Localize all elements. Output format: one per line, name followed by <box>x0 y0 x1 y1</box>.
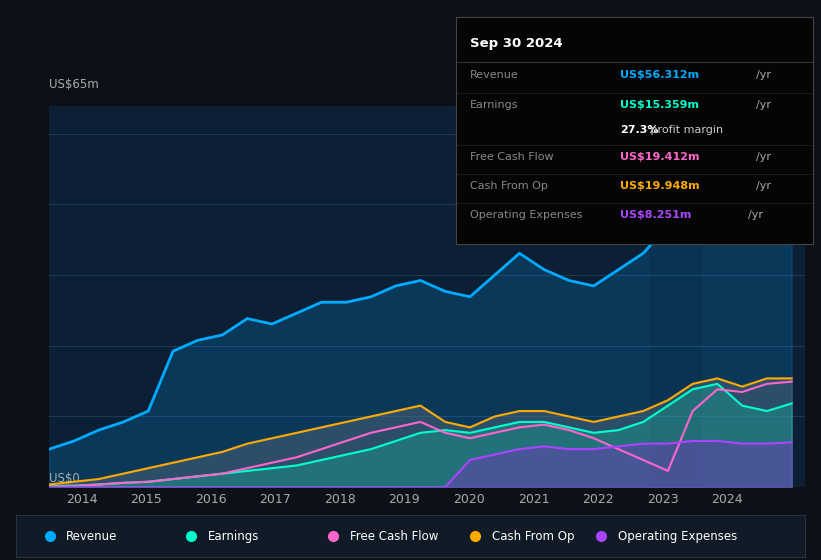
Text: US$8.251m: US$8.251m <box>620 210 691 220</box>
Text: US$0: US$0 <box>48 472 80 486</box>
Text: Operating Expenses: Operating Expenses <box>470 210 582 220</box>
Text: profit margin: profit margin <box>647 125 722 135</box>
Text: 27.3%: 27.3% <box>620 125 658 135</box>
Text: Cash From Op: Cash From Op <box>492 530 574 543</box>
Text: US$15.359m: US$15.359m <box>620 100 699 110</box>
Text: Free Cash Flow: Free Cash Flow <box>350 530 438 543</box>
Text: Earnings: Earnings <box>470 100 518 110</box>
Text: Revenue: Revenue <box>470 71 519 80</box>
Text: US$65m: US$65m <box>48 78 99 91</box>
Text: Cash From Op: Cash From Op <box>470 181 548 192</box>
Text: /yr: /yr <box>755 152 771 162</box>
Text: /yr: /yr <box>755 100 771 110</box>
Text: US$56.312m: US$56.312m <box>620 71 699 80</box>
Text: US$19.412m: US$19.412m <box>620 152 699 162</box>
Text: /yr: /yr <box>748 210 763 220</box>
Text: Earnings: Earnings <box>208 530 259 543</box>
Text: Sep 30 2024: Sep 30 2024 <box>470 37 562 50</box>
Text: /yr: /yr <box>755 181 771 192</box>
Text: /yr: /yr <box>755 71 771 80</box>
Text: Revenue: Revenue <box>66 530 117 543</box>
Text: Free Cash Flow: Free Cash Flow <box>470 152 553 162</box>
Text: Operating Expenses: Operating Expenses <box>617 530 737 543</box>
Bar <box>649 106 701 487</box>
Text: US$19.948m: US$19.948m <box>620 181 699 192</box>
